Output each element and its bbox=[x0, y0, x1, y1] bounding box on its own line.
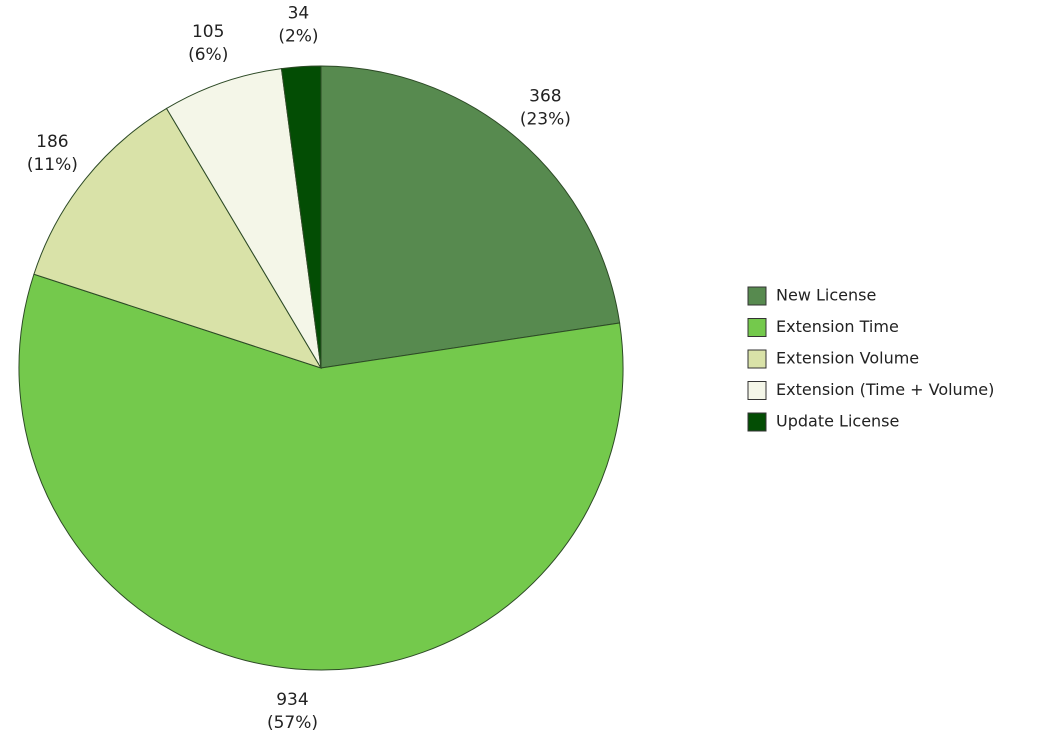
pie-slice bbox=[165, 68, 322, 369]
slice-percent-label: (57%) bbox=[267, 713, 318, 732]
legend-label: Extension Time bbox=[776, 317, 899, 336]
legend: New License Extension Time Extension Volum… bbox=[747, 286, 994, 432]
slice-percent-label: (2%) bbox=[278, 27, 318, 47]
legend-swatch bbox=[747, 381, 767, 400]
legend-swatch bbox=[747, 349, 767, 369]
slice-value-label: 186 bbox=[36, 132, 68, 152]
slice-percent-label: (23%) bbox=[520, 109, 571, 129]
legend-swatch bbox=[747, 286, 767, 306]
slice-value-label: 934 bbox=[276, 690, 308, 710]
slice-value-label: 368 bbox=[529, 86, 561, 106]
pie-slice bbox=[18, 273, 624, 671]
pie-slice bbox=[320, 65, 621, 369]
pie-slice bbox=[280, 65, 322, 369]
legend-swatch bbox=[747, 412, 767, 432]
legend-label: Extension (Time + Volume) bbox=[776, 380, 994, 399]
slice-percent-label: (11%) bbox=[27, 155, 78, 175]
legend-label: Update License bbox=[776, 412, 899, 431]
slice-value-label: 34 bbox=[288, 4, 310, 24]
legend-swatch bbox=[747, 318, 767, 337]
slice-percent-label: (6%) bbox=[188, 45, 228, 65]
slice-value-label: 105 bbox=[192, 22, 224, 42]
pie-slice bbox=[33, 107, 323, 369]
legend-label: New License bbox=[776, 286, 876, 305]
legend-label: Extension Volume bbox=[776, 349, 919, 368]
